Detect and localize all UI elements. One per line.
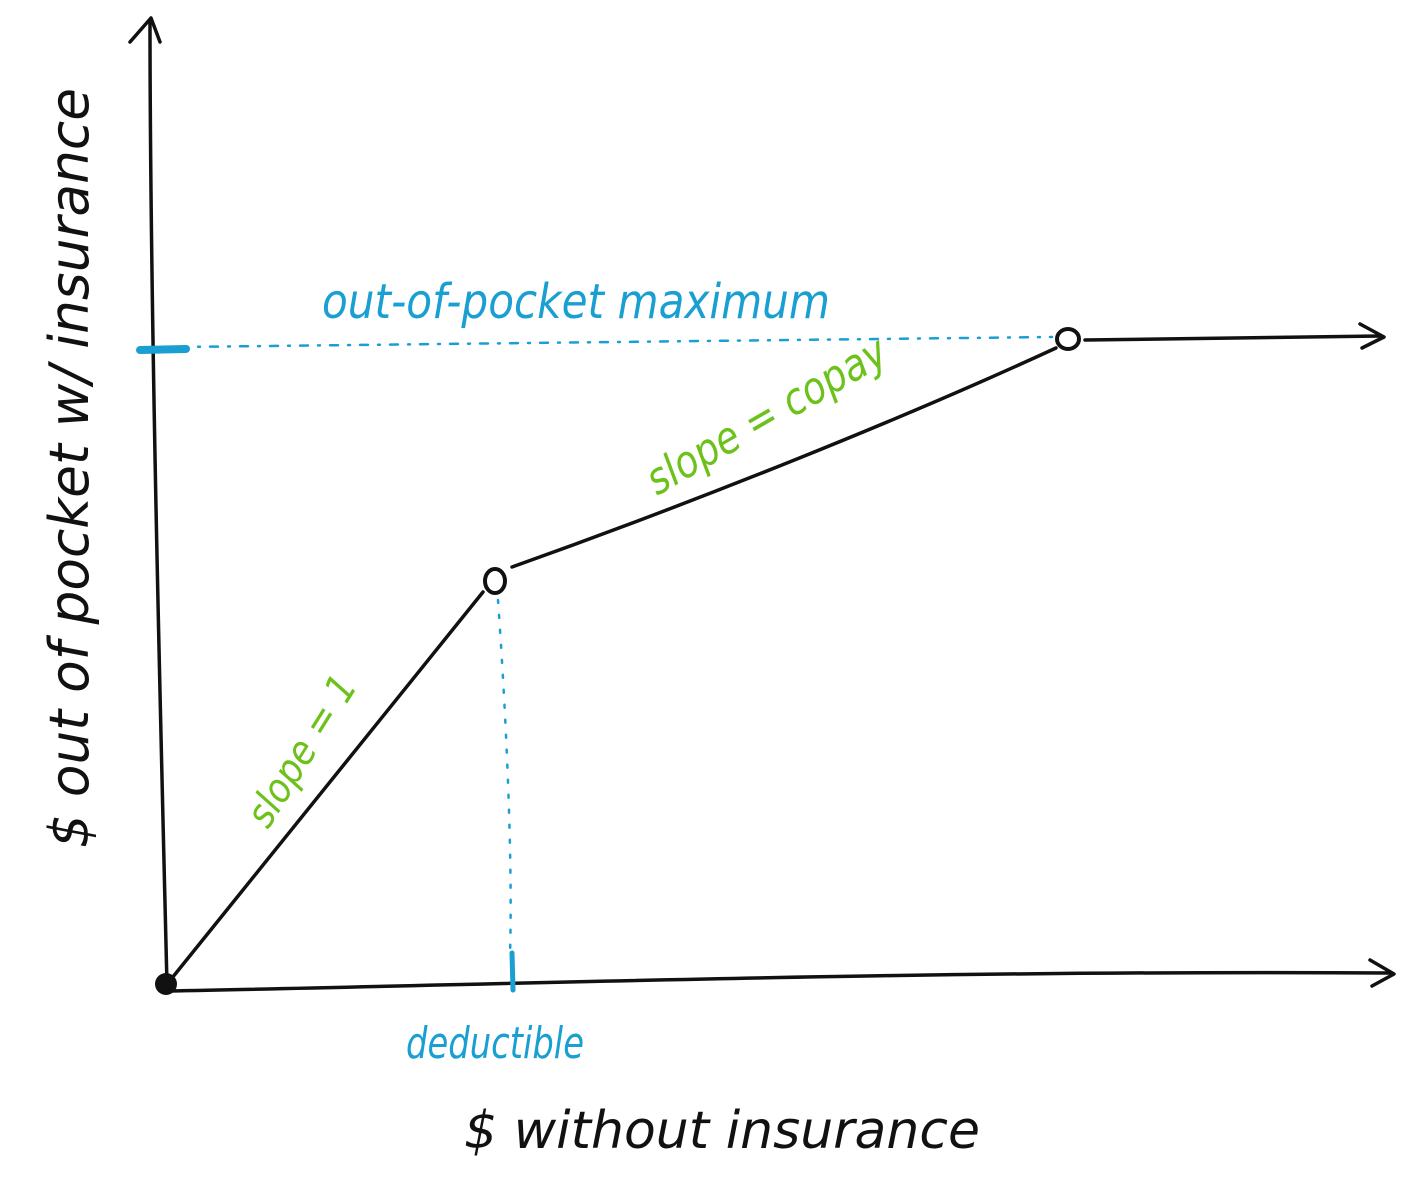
cost-curve-segment-flat — [1083, 334, 1382, 342]
origin-point — [155, 973, 177, 995]
cost-curve-arrowhead — [1358, 322, 1386, 350]
oop-max-label: out-of-pocket maximum — [322, 274, 830, 330]
y-axis-arrowhead — [128, 16, 162, 44]
x-axis-arrowhead — [1368, 958, 1396, 988]
x-axis — [166, 970, 1392, 993]
oop-max-guide-line — [178, 335, 1054, 349]
deductible-tick — [509, 950, 516, 993]
cost-curve-segment-slope-one — [166, 590, 485, 985]
oop-max-tick — [136, 345, 190, 354]
deductible-breakpoint — [483, 567, 507, 595]
deductible-label: deductible — [406, 1018, 584, 1069]
slope-copay-label: slope = copay — [637, 326, 897, 506]
y-axis — [148, 18, 169, 987]
slope-one-label: slope = 1 — [237, 667, 366, 836]
x-axis-label: $ without insurance — [464, 1101, 980, 1161]
y-axis-label: $ out of pocket w/ insurance — [38, 88, 101, 848]
deductible-guide-line — [496, 598, 512, 957]
oop-max-breakpoint — [1055, 327, 1081, 351]
cost-curve-segment-copay — [510, 346, 1058, 569]
